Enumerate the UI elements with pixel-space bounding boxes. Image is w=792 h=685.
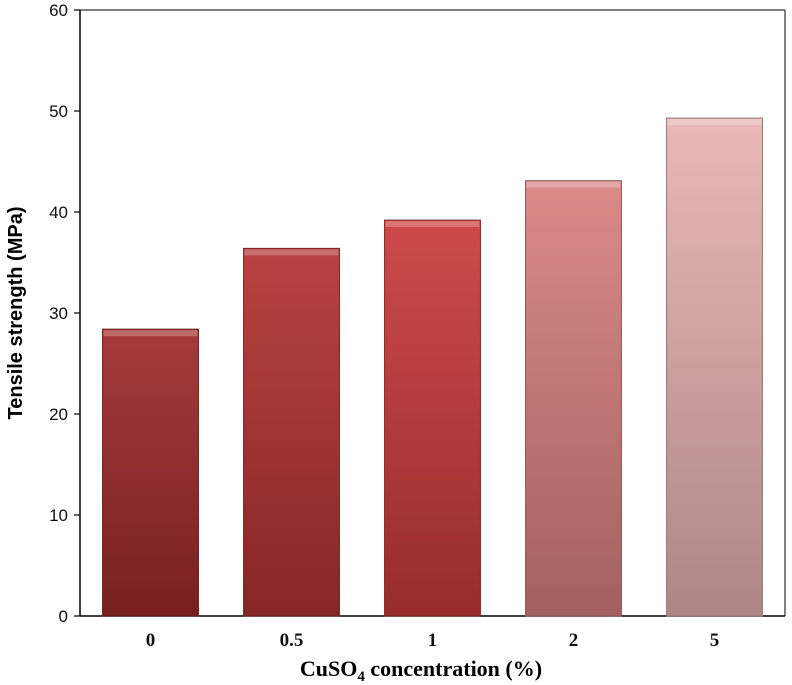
y-tick-label: 10 [49, 506, 68, 525]
y-axis-title: Tensile strength (MPa) [5, 207, 27, 420]
y-axis-ticks: 0 10 20 30 40 50 60 [49, 1, 80, 626]
bar-bevel-highlight [667, 119, 762, 126]
x-axis-title-main: CuSO [300, 656, 357, 681]
x-tick-label: 1 [428, 630, 438, 651]
x-axis-title-subscript: 4 [357, 669, 365, 685]
x-axis-ticks: 0 0.5 1 2 5 [146, 630, 720, 651]
bar-0-5 [243, 247, 340, 617]
bar-1 [384, 219, 481, 617]
y-tick-label: 30 [49, 304, 68, 323]
bar-5 [666, 117, 763, 617]
x-tick-label: 5 [710, 630, 720, 651]
bar-2 [525, 180, 622, 617]
y-tick-label: 0 [59, 607, 68, 626]
y-tick-label: 50 [49, 102, 68, 121]
y-tick-label: 20 [49, 405, 68, 424]
x-tick-label: 0 [146, 630, 156, 651]
bar-bevel-highlight [526, 181, 621, 188]
x-tick-label: 2 [569, 630, 579, 651]
bars [102, 117, 763, 617]
bar-0 [102, 328, 199, 617]
bar-bevel-highlight [103, 330, 198, 337]
bar-bevel-highlight [385, 221, 480, 228]
x-axis-title: CuSO4 concentration (%) [300, 656, 542, 685]
bar-bevel-highlight [244, 249, 339, 256]
x-tick-label: 0.5 [280, 630, 304, 651]
y-tick-label: 60 [49, 1, 68, 20]
y-tick-label: 40 [49, 203, 68, 222]
x-axis-title-rest: concentration (%) [365, 656, 542, 681]
